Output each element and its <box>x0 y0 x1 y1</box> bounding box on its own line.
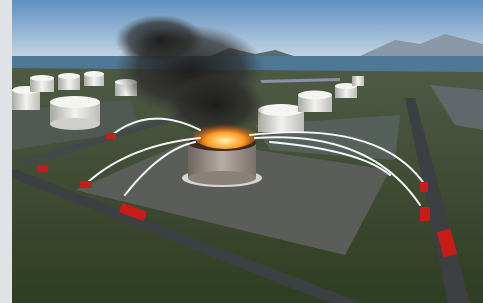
frame-edge <box>0 0 12 303</box>
fire-truck <box>38 166 48 172</box>
tank-roof <box>298 91 332 100</box>
tank-roof <box>50 96 100 108</box>
page: Tank fire scene html, body { margin: 0; … <box>0 0 483 303</box>
tank-base <box>50 118 100 130</box>
tank-roof <box>84 71 104 77</box>
smoke-cloud <box>115 15 205 65</box>
scene <box>0 0 483 303</box>
page-body: {} <box>0 0 483 303</box>
tank-bottom <box>188 171 256 185</box>
tank-roof <box>30 75 54 81</box>
tank <box>352 76 364 86</box>
fire-truck <box>106 133 116 139</box>
fire-truck <box>80 181 92 188</box>
fire-truck <box>420 182 428 192</box>
fire <box>193 121 257 149</box>
fire-truck <box>420 207 430 221</box>
tank-roof <box>58 73 80 79</box>
